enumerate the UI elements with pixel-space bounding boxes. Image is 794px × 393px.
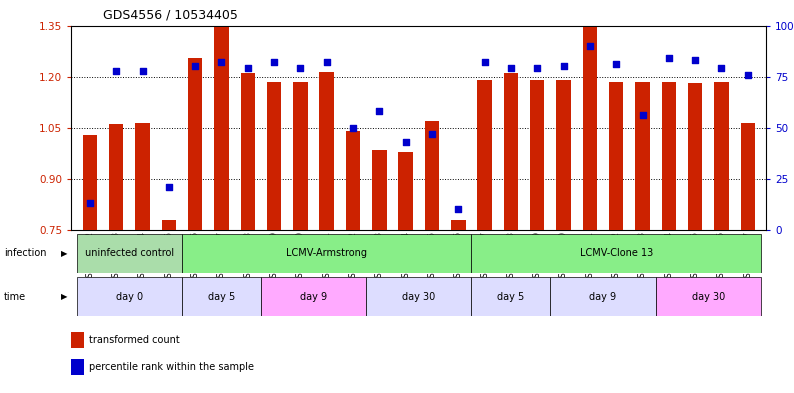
Bar — [71, 332, 84, 348]
Bar — [182, 234, 472, 273]
Point — [189, 63, 202, 70]
Text: ▶: ▶ — [61, 292, 67, 301]
Point — [742, 72, 754, 78]
Bar — [688, 83, 703, 230]
Text: uninfected control: uninfected control — [85, 248, 174, 259]
Bar — [399, 152, 413, 230]
Bar — [477, 80, 491, 230]
Bar — [261, 277, 366, 316]
Point — [294, 65, 306, 72]
Text: infection: infection — [4, 248, 47, 259]
Bar — [530, 80, 545, 230]
Point — [531, 65, 544, 72]
Bar — [135, 123, 150, 230]
Point — [584, 43, 596, 49]
Text: day 0: day 0 — [116, 292, 143, 302]
Text: day 9: day 9 — [589, 292, 617, 302]
Point — [662, 55, 675, 61]
Bar — [346, 131, 360, 230]
Bar — [267, 82, 281, 230]
Bar — [109, 124, 123, 230]
Text: time: time — [4, 292, 26, 302]
Text: percentile rank within the sample: percentile rank within the sample — [89, 362, 254, 372]
Point — [268, 59, 280, 66]
Point — [715, 65, 728, 72]
Bar — [661, 82, 676, 230]
Point — [478, 59, 491, 66]
Point — [689, 57, 702, 63]
Point — [83, 200, 96, 206]
Text: day 30: day 30 — [692, 292, 725, 302]
Bar — [715, 82, 729, 230]
Bar — [77, 277, 182, 316]
Point — [241, 65, 254, 72]
Bar — [293, 82, 307, 230]
Point — [610, 61, 622, 68]
Bar — [319, 72, 334, 230]
Bar — [162, 220, 176, 230]
Bar — [372, 150, 387, 230]
Point — [399, 139, 412, 145]
Bar — [77, 234, 182, 273]
Point — [452, 206, 464, 213]
Text: LCMV-Clone 13: LCMV-Clone 13 — [580, 248, 653, 259]
Point — [110, 67, 122, 73]
Text: ▶: ▶ — [61, 249, 67, 258]
Point — [215, 59, 228, 66]
Bar — [188, 58, 202, 230]
Point — [505, 65, 518, 72]
Text: GDS4556 / 10534405: GDS4556 / 10534405 — [103, 9, 238, 22]
Bar — [741, 123, 755, 230]
Bar — [472, 277, 550, 316]
Point — [136, 67, 148, 73]
Bar — [83, 134, 97, 230]
Bar — [583, 27, 597, 230]
Point — [347, 125, 360, 131]
Text: day 5: day 5 — [497, 292, 525, 302]
Bar — [557, 80, 571, 230]
Text: day 5: day 5 — [208, 292, 235, 302]
Bar — [214, 27, 229, 230]
Text: transformed count: transformed count — [89, 335, 179, 345]
Point — [373, 108, 386, 114]
Bar — [451, 220, 465, 230]
Point — [320, 59, 333, 66]
Point — [163, 184, 175, 190]
Text: day 30: day 30 — [403, 292, 435, 302]
Bar — [71, 359, 84, 375]
Point — [426, 131, 438, 137]
Bar — [656, 277, 761, 316]
Text: day 9: day 9 — [300, 292, 327, 302]
Bar — [472, 234, 761, 273]
Bar — [503, 73, 518, 230]
Bar — [182, 277, 261, 316]
Text: LCMV-Armstrong: LCMV-Armstrong — [286, 248, 368, 259]
Bar — [635, 82, 649, 230]
Bar — [241, 73, 255, 230]
Bar — [550, 277, 656, 316]
Point — [557, 63, 570, 70]
Bar — [366, 277, 472, 316]
Bar — [609, 82, 623, 230]
Point — [636, 112, 649, 119]
Bar — [425, 121, 439, 230]
